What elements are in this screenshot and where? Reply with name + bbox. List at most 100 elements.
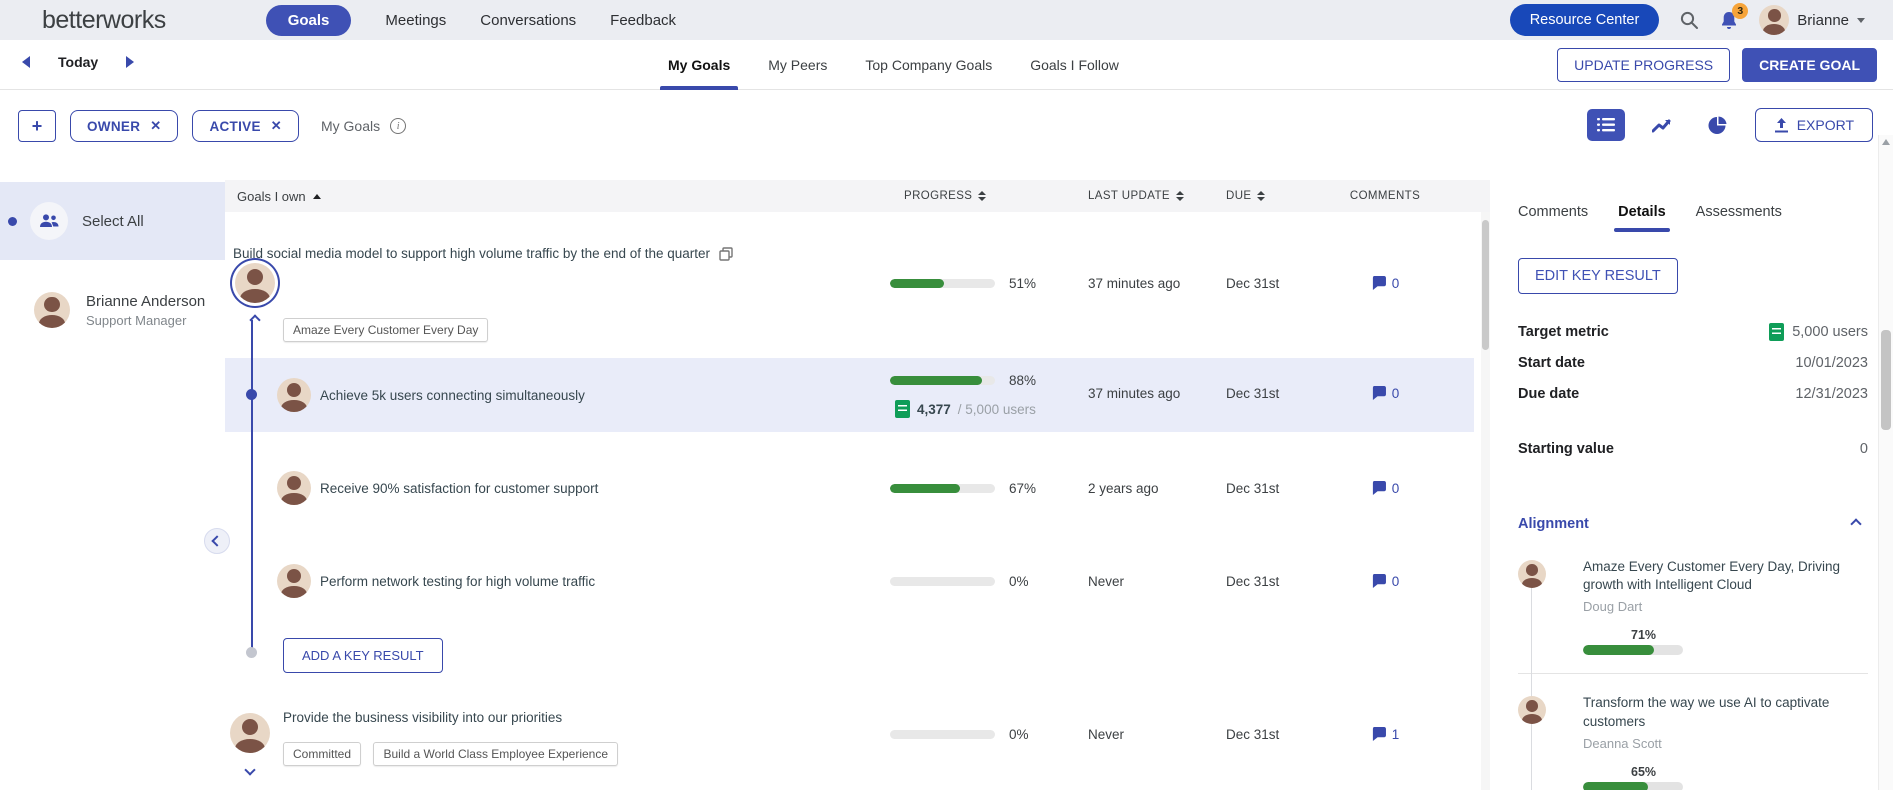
key-result-2-meta: 67% 2 years ago Dec 31st 0: [890, 476, 1474, 500]
sidebar-item-user[interactable]: Brianne Anderson Support Manager: [0, 278, 225, 342]
alignment-collapse-button[interactable]: [1850, 518, 1862, 530]
primary-nav: Goals Meetings Conversations Feedback: [265, 4, 677, 36]
key-result-1-comments[interactable]: 0: [1330, 360, 1440, 401]
sidebar-user-name: Brianne Anderson: [86, 292, 206, 310]
nav-item-feedback[interactable]: Feedback: [610, 11, 677, 29]
goal-tag[interactable]: Committed: [283, 742, 362, 766]
key-result-row-1[interactable]: Achieve 5k users connecting simultaneous…: [225, 358, 1474, 432]
list-view-icon[interactable]: [1586, 109, 1625, 141]
column-header-progress[interactable]: PROGRESS: [890, 190, 1080, 202]
sort-icon: [978, 191, 987, 201]
close-icon[interactable]: ✕: [150, 118, 162, 133]
select-all-label: Select All: [82, 212, 144, 230]
page-scrollbar-thumb[interactable]: [1881, 330, 1891, 430]
starting-value: 0: [1859, 440, 1868, 457]
progress-bar: [890, 576, 995, 586]
next-period-arrow[interactable]: [126, 56, 135, 68]
alignment-item-2[interactable]: Transform the way we use AI to captivate…: [1518, 694, 1868, 790]
create-goal-button[interactable]: CREATE GOAL: [1742, 48, 1877, 82]
info-icon[interactable]: i: [390, 118, 407, 134]
due-date-value: 12/31/2023: [1795, 385, 1868, 402]
add-filter-button[interactable]: +: [18, 110, 56, 142]
spreadsheet-icon: [895, 400, 910, 418]
column-header-due[interactable]: DUE: [1210, 190, 1330, 202]
tab-goals-i-follow[interactable]: Goals I Follow: [1030, 40, 1119, 90]
tab-top-company-goals[interactable]: Top Company Goals: [865, 40, 992, 90]
comment-bubble-icon: [1372, 481, 1386, 495]
column-header-goals[interactable]: Goals I own: [237, 189, 321, 204]
nav-item-meetings[interactable]: Meetings: [385, 11, 447, 29]
key-result-row-2[interactable]: Receive 90% satisfaction for customer su…: [225, 455, 1474, 521]
tab-comments[interactable]: Comments: [1518, 204, 1588, 232]
tab-details[interactable]: Details: [1614, 204, 1670, 232]
nav-item-conversations[interactable]: Conversations: [480, 11, 577, 29]
notification-count-badge: 3: [1732, 2, 1749, 19]
filter-chips: + OWNER ✕ ACTIVE ✕ My Goals i: [18, 110, 407, 142]
previous-period-arrow[interactable]: [22, 56, 30, 68]
field-start-date: Start date 10/01/2023: [1518, 347, 1868, 378]
goal-2-avatar[interactable]: [230, 713, 270, 753]
sidebar-collapse-button[interactable]: [204, 528, 230, 554]
goal-1-avatar[interactable]: [235, 263, 275, 303]
comment-bubble-icon: [1372, 276, 1386, 290]
resource-center-button[interactable]: Resource Center: [1509, 4, 1660, 36]
goal-tag[interactable]: Build a World Class Employee Experience: [373, 742, 619, 766]
alignment-item-2-owner: Deanna Scott: [1583, 735, 1662, 751]
key-result-2-avatar: [277, 471, 311, 505]
export-button[interactable]: EXPORT: [1754, 108, 1873, 142]
filter-chip-active-label: ACTIVE: [209, 118, 261, 134]
tab-my-peers[interactable]: My Peers: [768, 40, 827, 90]
key-result-3-comments[interactable]: 0: [1330, 574, 1440, 589]
key-result-1-last-update: 37 minutes ago: [1088, 385, 1181, 401]
chevron-down-icon: [1857, 17, 1865, 23]
pie-chart-view-icon[interactable]: [1699, 109, 1737, 141]
trend-view-icon[interactable]: [1643, 109, 1681, 141]
alignment-item-2-title: Transform the way we use AI to captivate…: [1583, 695, 1830, 729]
goal-2-expand-button[interactable]: [244, 760, 256, 779]
close-icon[interactable]: ✕: [270, 118, 282, 133]
goal-2-comments[interactable]: 1: [1330, 727, 1440, 742]
update-progress-button[interactable]: UPDATE PROGRESS: [1557, 48, 1731, 82]
filter-chip-active[interactable]: ACTIVE ✕: [192, 110, 299, 142]
due-date-label: Due date: [1518, 385, 1580, 402]
goal-1-meta: 51% 37 minutes ago Dec 31st 0: [890, 271, 1474, 295]
table-scrollbar-thumb[interactable]: [1482, 220, 1489, 350]
goal-row-2[interactable]: Provide the business visibility into our…: [225, 700, 1474, 790]
alignment-connector-line: [1531, 568, 1532, 790]
notifications-bell-icon[interactable]: 3: [1719, 2, 1749, 31]
goal-1-comments[interactable]: 0: [1330, 276, 1440, 291]
column-header-last-update[interactable]: LAST UPDATE: [1080, 190, 1210, 202]
copy-icon[interactable]: [719, 246, 733, 261]
tab-my-goals[interactable]: My Goals: [659, 40, 739, 90]
table-scrollbar[interactable]: [1481, 212, 1490, 790]
goal-2-due: Dec 31st: [1226, 726, 1280, 742]
goal-row-1[interactable]: Build social media model to support high…: [225, 232, 1474, 358]
progress-percent: 67%: [1009, 480, 1037, 496]
sidebar-item-select-all[interactable]: Select All: [0, 182, 225, 260]
goals-table: Goals I own PROGRESS LAST UPDATE DUE COM…: [225, 180, 1490, 790]
search-icon[interactable]: [1679, 10, 1699, 30]
sort-ascending-icon: [312, 193, 321, 199]
tab-assessments[interactable]: Assessments: [1696, 204, 1782, 232]
subheader-bar: Today My Goals My Peers Top Company Goal…: [0, 40, 1893, 90]
key-result-1-meta: 88% 37 minutes ago Dec 31st 0: [890, 370, 1474, 401]
today-label: Today: [58, 54, 99, 70]
field-target-metric: Target metric 5,000 users: [1518, 316, 1868, 347]
add-key-result-button[interactable]: ADD A KEY RESULT: [283, 638, 443, 673]
goal-tag[interactable]: Amaze Every Customer Every Day: [283, 318, 489, 342]
scroll-up-arrow[interactable]: [1882, 139, 1890, 145]
edit-key-result-button[interactable]: EDIT KEY RESULT: [1518, 258, 1678, 294]
key-result-2-due: Dec 31st: [1226, 480, 1280, 496]
alignment-item-1-title: Amaze Every Customer Every Day, Driving …: [1583, 559, 1841, 593]
alignment-section-header: Alignment: [1518, 516, 1868, 532]
user-menu[interactable]: Brianne: [1759, 5, 1865, 35]
key-result-row-3[interactable]: Perform network testing for high volume …: [225, 548, 1474, 614]
filter-chip-owner[interactable]: OWNER ✕: [70, 110, 179, 142]
page-scrollbar[interactable]: [1878, 135, 1893, 790]
sort-icon: [1175, 191, 1184, 201]
progress-bar: [1583, 781, 1683, 790]
alignment-item-1[interactable]: Amaze Every Customer Every Day, Driving …: [1518, 558, 1868, 656]
key-result-2-comments[interactable]: 0: [1330, 481, 1440, 496]
nav-item-goals[interactable]: Goals: [265, 4, 352, 36]
topnav-right-cluster: Resource Center 3 Brianne: [1509, 2, 1865, 36]
